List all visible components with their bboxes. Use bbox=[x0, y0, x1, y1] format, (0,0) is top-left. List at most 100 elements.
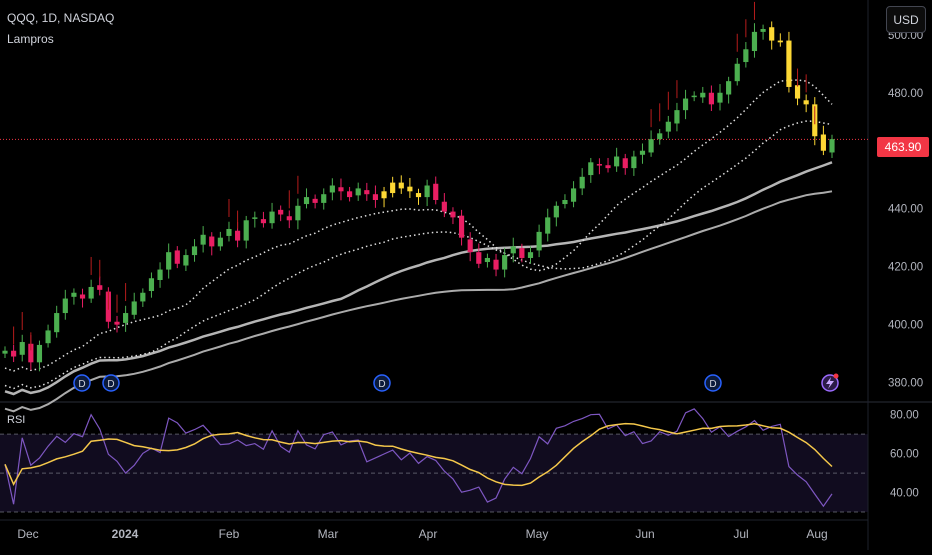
candle-body bbox=[209, 236, 215, 247]
candle-body bbox=[502, 255, 508, 270]
candle-body bbox=[2, 350, 8, 354]
price-axis-label: 420.00 bbox=[888, 262, 923, 274]
candle-body bbox=[484, 257, 491, 263]
candle-body bbox=[467, 239, 473, 253]
candle-body bbox=[614, 156, 620, 167]
candle-body bbox=[148, 278, 155, 292]
rsi-ma-line bbox=[4, 422, 833, 487]
dividend-marker-label: D bbox=[378, 379, 385, 390]
lightning-icon bbox=[826, 377, 834, 389]
candle-body bbox=[54, 313, 60, 333]
candle-body bbox=[131, 301, 137, 315]
candle-body bbox=[433, 183, 439, 200]
candle-body bbox=[527, 252, 534, 258]
dividend-marker-label: D bbox=[709, 379, 716, 390]
dividend-marker-label: D bbox=[78, 379, 85, 390]
candle-body bbox=[760, 28, 766, 32]
candle-body bbox=[820, 134, 826, 151]
candle-body bbox=[329, 185, 335, 193]
candle-body bbox=[381, 191, 387, 199]
candle-body bbox=[191, 246, 198, 256]
candle-body bbox=[123, 313, 129, 323]
candle-body bbox=[424, 185, 430, 198]
candle-body bbox=[28, 343, 34, 363]
dividend-marker-icon bbox=[704, 374, 722, 392]
currency-button[interactable]: USD bbox=[886, 6, 926, 33]
ma-mid-dotted-line bbox=[4, 120, 833, 390]
candle-body bbox=[114, 321, 120, 325]
candle-body bbox=[45, 330, 51, 344]
candle-body bbox=[553, 205, 559, 218]
last-price-tag: 463.90 bbox=[877, 137, 929, 157]
candle-body bbox=[312, 198, 318, 203]
candle-body bbox=[786, 40, 792, 87]
candle-body bbox=[700, 92, 706, 98]
candle-body bbox=[596, 164, 602, 166]
price-axis-label: 380.00 bbox=[888, 378, 923, 390]
ma-slow-2-line bbox=[4, 190, 833, 413]
candle-body bbox=[286, 216, 292, 221]
rsi-title: RSI bbox=[7, 414, 26, 426]
candle-body bbox=[278, 209, 284, 215]
price-axis-label: 480.00 bbox=[888, 88, 923, 100]
candle-body bbox=[717, 92, 723, 103]
candle-body bbox=[605, 165, 611, 169]
candle-body bbox=[303, 197, 310, 205]
rsi-axis-label: 80.00 bbox=[890, 410, 919, 422]
candle-body bbox=[648, 139, 654, 153]
candle-body bbox=[829, 139, 835, 153]
candle-body bbox=[79, 294, 86, 299]
candle-body bbox=[71, 292, 77, 297]
candle-body bbox=[794, 85, 801, 99]
candle-body bbox=[657, 133, 663, 140]
candle-body bbox=[682, 98, 689, 111]
candle-body bbox=[321, 194, 327, 203]
candle-body bbox=[235, 230, 241, 241]
candle-body bbox=[579, 176, 585, 189]
candle-body bbox=[243, 220, 249, 241]
candle-body bbox=[88, 286, 94, 299]
candle-body bbox=[639, 150, 646, 155]
candle-body bbox=[562, 200, 568, 205]
candle-body bbox=[777, 40, 783, 43]
candle-body bbox=[665, 121, 671, 132]
candle-body bbox=[476, 252, 482, 264]
candle-body bbox=[140, 292, 146, 302]
candle-body bbox=[62, 298, 68, 314]
time-axis-label: Jul bbox=[733, 527, 748, 541]
candle-body bbox=[545, 217, 551, 234]
symbol-title: QQQ, 1D, NASDAQ bbox=[7, 11, 115, 25]
candle-body bbox=[183, 255, 189, 266]
dividend-marker-icon bbox=[373, 374, 391, 392]
candle-body bbox=[36, 344, 43, 363]
ma-fast-dotted-line bbox=[4, 79, 833, 372]
rsi-axis-label: 40.00 bbox=[890, 488, 919, 500]
dividend-marker-label: D bbox=[107, 379, 114, 390]
time-axis-label: Feb bbox=[219, 527, 240, 541]
price-axis-label: 400.00 bbox=[888, 320, 923, 332]
candle-body bbox=[364, 190, 370, 195]
candle-body bbox=[510, 246, 516, 254]
candle-body bbox=[338, 187, 344, 192]
candle-body bbox=[691, 95, 697, 98]
time-axis-label: Dec bbox=[17, 527, 38, 541]
time-axis-label: 2024 bbox=[112, 527, 139, 541]
candle-body bbox=[751, 31, 758, 52]
candle-body bbox=[226, 228, 232, 236]
rsi-line bbox=[4, 408, 833, 508]
time-axis-label: Aug bbox=[806, 527, 827, 541]
candle-body bbox=[260, 219, 267, 224]
candle-body bbox=[734, 63, 740, 82]
candle-body bbox=[536, 231, 542, 251]
candle-body bbox=[157, 269, 163, 280]
candle-body bbox=[372, 194, 379, 200]
candle-body bbox=[674, 110, 680, 124]
candle-body bbox=[708, 92, 714, 105]
dividend-marker-icon bbox=[102, 374, 120, 392]
candle-body bbox=[166, 252, 172, 270]
candle-body bbox=[622, 158, 628, 169]
candle-body bbox=[458, 215, 465, 238]
price-axis-label: 440.00 bbox=[888, 204, 923, 216]
